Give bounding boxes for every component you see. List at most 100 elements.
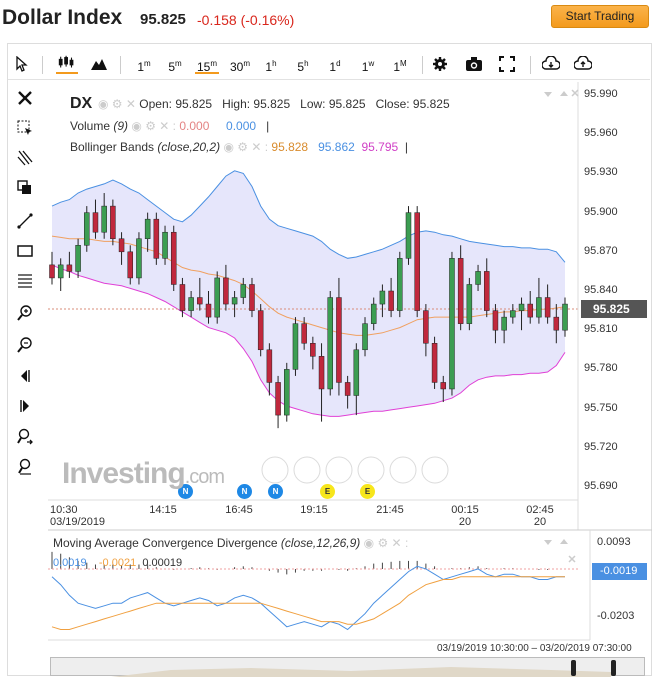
current-price-tag: 95.825 (581, 300, 647, 318)
candle (179, 277, 186, 318)
candle (110, 199, 116, 246)
investing-logo: Investing.com (62, 457, 225, 490)
candle (388, 277, 394, 318)
timeframe-5m[interactable]: 5m (168, 59, 182, 74)
ohlc-legend: ◉ ⚙ ✕ Open: 95.825 High: 95.825 Low: 95.… (98, 97, 450, 111)
candle (101, 193, 107, 239)
timeframe-1M[interactable]: 1M (393, 59, 407, 74)
candle (405, 206, 412, 265)
trend-line-icon[interactable] (16, 212, 34, 230)
macd-values: 0.0019 -0.0021 0.00019 (53, 557, 183, 569)
signal-line (51, 576, 565, 630)
economic-event-marker[interactable]: E (320, 484, 335, 499)
navigator-handle-right (611, 660, 616, 676)
cloud-download-icon[interactable] (542, 56, 560, 72)
pane-up-icon (560, 91, 568, 96)
candle (205, 291, 212, 324)
select-tool-icon[interactable] (16, 119, 34, 137)
time-tick: 16:45 (225, 504, 253, 516)
close-icon[interactable] (16, 89, 34, 107)
zoom-forward-icon[interactable] (16, 428, 34, 446)
candle (475, 264, 481, 291)
time-tick: 14:15 (149, 504, 177, 516)
news-event-marker[interactable]: N (268, 484, 283, 499)
cloud-upload-icon[interactable] (574, 56, 592, 72)
timeframe-30m[interactable]: 30m (229, 59, 251, 74)
price-axis-tick: 95.870 (584, 244, 618, 257)
candle (231, 291, 238, 318)
macd-collapse-icon (544, 540, 552, 545)
candle (92, 199, 99, 239)
price-axis-tick: 95.900 (584, 205, 618, 218)
time-tick: 21:45 (376, 504, 404, 516)
candle (66, 251, 73, 278)
candle (118, 232, 125, 265)
duplicate-icon[interactable] (16, 179, 34, 197)
scroll-right-icon[interactable] (16, 397, 34, 415)
delete-drawings-icon[interactable] (16, 149, 34, 167)
candle (266, 343, 273, 396)
mountain-chart-icon[interactable] (90, 57, 108, 71)
candle (170, 225, 177, 291)
bollinger-legend: Bollinger Bands (close,20,2) ◉ ⚙ ✕ : 95.… (70, 140, 408, 154)
range-navigator[interactable] (50, 657, 645, 677)
price-axis-tick: 95.840 (584, 284, 618, 296)
current-price: 95.825 (140, 11, 186, 28)
candle (397, 251, 403, 318)
candles (49, 193, 568, 429)
candle (84, 206, 90, 252)
candle (518, 297, 525, 331)
rectangle-tool-icon[interactable] (16, 242, 34, 260)
date-range-label: 03/19/2019 10:30:00 – 03/20/2019 07:30:0… (437, 643, 632, 654)
timeframe-1w[interactable]: 1w (361, 59, 375, 74)
candle (353, 343, 360, 416)
candle (214, 271, 220, 324)
macd-line (51, 565, 565, 631)
candle (423, 304, 429, 357)
price-axis-tick: 95.810 (584, 323, 618, 336)
fullscreen-icon[interactable] (499, 56, 515, 72)
macd-axis-tick: -0.0203 (597, 610, 635, 622)
start-trading-button[interactable]: Start Trading (551, 5, 649, 28)
macd-axis-tick: 0.0093 (597, 536, 631, 548)
candle (449, 251, 455, 396)
candle (162, 225, 168, 265)
fibonacci-icon[interactable] (16, 272, 34, 290)
candle (136, 232, 142, 285)
timeframe-1h[interactable]: 1h (265, 59, 277, 74)
candle (144, 212, 151, 252)
candlestick-chart-icon[interactable] (56, 54, 78, 74)
timeframe-1d[interactable]: 1d (329, 59, 341, 74)
bollinger-lower-band (51, 264, 566, 417)
price-axis-tick: 95.930 (584, 166, 618, 179)
gear-icon[interactable] (432, 56, 448, 72)
scroll-left-icon[interactable] (16, 367, 34, 385)
news-event-marker[interactable]: N (237, 484, 252, 499)
candle (440, 375, 447, 403)
economic-event-marker[interactable]: E (360, 484, 375, 499)
candle (414, 206, 420, 318)
time-tick: 10:30 03/19/2019 (50, 504, 106, 528)
candle (544, 284, 551, 324)
chart-toolbar: 1m 5m 15m 30m 1h 5h 1d 1w 1M (8, 48, 650, 80)
zoom-in-icon[interactable] (16, 304, 34, 322)
pane-close-icon (571, 89, 579, 97)
timeframe-15m[interactable]: 15m (195, 54, 219, 74)
timeframe-1m[interactable]: 1m (137, 59, 151, 74)
time-tick: 00:15 20 (451, 504, 479, 528)
chart-nav-overlay (261, 456, 449, 484)
macd-legend: Moving Average Convergence Divergence (c… (53, 536, 409, 550)
news-event-marker[interactable]: N (178, 484, 193, 499)
candle (284, 362, 290, 422)
zoom-out-icon[interactable] (16, 336, 34, 354)
candle (327, 291, 333, 396)
camera-icon[interactable] (465, 56, 483, 72)
candle (240, 277, 247, 305)
zoom-reset-icon[interactable] (16, 458, 34, 476)
candle (257, 304, 264, 357)
candle (336, 277, 342, 396)
cursor-icon[interactable] (14, 56, 28, 72)
timeframe-5h[interactable]: 5h (297, 59, 309, 74)
volume-legend: Volume (9) ◉ ⚙ ✕ : 0.000 0.000 | (70, 119, 270, 133)
